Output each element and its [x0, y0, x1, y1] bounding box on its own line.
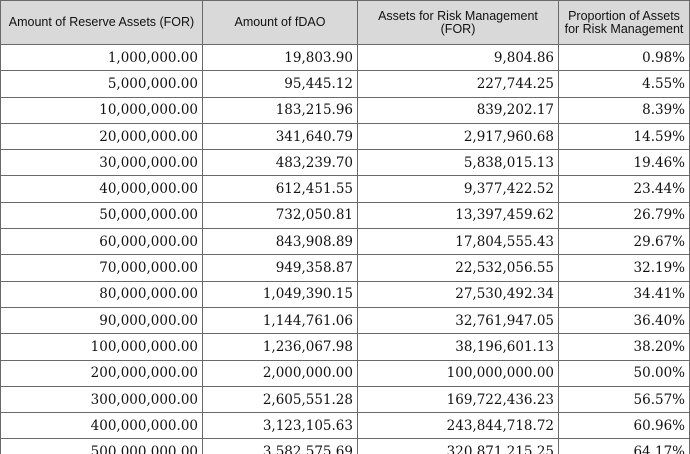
- cell-fdao-amount: 3,123,105.63: [202, 412, 358, 440]
- cell-risk-management-proportion: 64.17%: [558, 438, 690, 454]
- cell-risk-management-assets: 17,804,555.43: [357, 228, 559, 256]
- cell-risk-management-assets: 22,532,056.55: [357, 254, 559, 282]
- cell-reserve-assets: 90,000,000.00: [0, 306, 203, 335]
- table-row: 80,000,000.00 1,049,390.15 27,530,492.34 34…: [0, 280, 690, 308]
- cell-reserve-assets: 400,000,000.00: [0, 412, 203, 440]
- cell-reserve-assets: 50,000,000.00: [0, 201, 203, 230]
- cell-risk-management-assets: 243,844,718.72: [357, 412, 559, 440]
- cell-reserve-assets: 500,000,000.00: [0, 438, 203, 454]
- table-row: 500,000,000.00 3,582,575.69 320,871,215.25…: [0, 438, 690, 454]
- cell-reserve-assets: 40,000,000.00: [0, 175, 203, 203]
- cell-risk-management-assets: 320,871,215.25: [357, 438, 559, 454]
- cell-risk-management-assets: 9,804.86: [357, 43, 559, 72]
- cell-risk-management-assets: 9,377,422.52: [357, 175, 559, 203]
- cell-fdao-amount: 949,358.87: [202, 254, 358, 282]
- cell-fdao-amount: 1,144,761.06: [202, 306, 358, 335]
- cell-risk-management-proportion: 56.57%: [558, 385, 690, 414]
- cell-risk-management-proportion: 38.20%: [558, 333, 690, 361]
- cell-risk-management-assets: 27,530,492.34: [357, 280, 559, 308]
- table-row: 60,000,000.00 843,908.89 17,804,555.43 29.6…: [0, 228, 690, 256]
- cell-fdao-amount: 483,239.70: [202, 149, 358, 177]
- cell-risk-management-proportion: 50.00%: [558, 359, 690, 387]
- cell-risk-management-assets: 38,196,601.13: [357, 333, 559, 361]
- cell-fdao-amount: 1,236,067.98: [202, 333, 358, 361]
- table-row: 20,000,000.00 341,640.79 2,917,960.68 14.59…: [0, 122, 690, 151]
- cell-risk-management-assets: 169,722,436.23: [357, 385, 559, 414]
- cell-risk-management-assets: 100,000,000.00: [357, 359, 559, 387]
- cell-reserve-assets: 80,000,000.00: [0, 280, 203, 308]
- column-header-risk-management-assets: Assets for Risk Management (FOR): [357, 0, 559, 45]
- column-header-fdao-amount: Amount of fDAO: [202, 0, 358, 45]
- cell-risk-management-proportion: 60.96%: [558, 412, 690, 440]
- cell-risk-management-proportion: 23.44%: [558, 175, 690, 203]
- cell-risk-management-assets: 227,744.25: [357, 70, 559, 98]
- cell-risk-management-proportion: 8.39%: [558, 96, 690, 124]
- cell-risk-management-proportion: 0.98%: [558, 43, 690, 72]
- cell-fdao-amount: 843,908.89: [202, 228, 358, 256]
- table-row: 300,000,000.00 2,605,551.28 169,722,436.23…: [0, 385, 690, 414]
- table-row: 1,000,000.00 19,803.90 9,804.86 0.98%: [0, 43, 690, 72]
- table-row: 30,000,000.00 483,239.70 5,838,015.13 19.46…: [0, 149, 690, 177]
- table-row: 10,000,000.00 183,215.96 839,202.17 8.39%: [0, 96, 690, 124]
- cell-fdao-amount: 2,000,000.00: [202, 359, 358, 387]
- cell-risk-management-assets: 32,761,947.05: [357, 306, 559, 335]
- cell-reserve-assets: 10,000,000.00: [0, 96, 203, 124]
- table-body: 1,000,000.00 19,803.90 9,804.86 0.98% 5,000,…: [0, 43, 690, 454]
- cell-reserve-assets: 100,000,000.00: [0, 333, 203, 361]
- cell-reserve-assets: 30,000,000.00: [0, 149, 203, 177]
- table-row: 5,000,000.00 95,445.12 227,744.25 4.55%: [0, 70, 690, 98]
- table-header: Amount of Reserve Assets (FOR) Amount of…: [0, 0, 690, 45]
- cell-risk-management-proportion: 36.40%: [558, 306, 690, 335]
- column-header-reserve-assets: Amount of Reserve Assets (FOR): [0, 0, 203, 45]
- cell-fdao-amount: 612,451.55: [202, 175, 358, 203]
- cell-reserve-assets: 300,000,000.00: [0, 385, 203, 414]
- cell-risk-management-proportion: 4.55%: [558, 70, 690, 98]
- cell-risk-management-proportion: 32.19%: [558, 254, 690, 282]
- cell-risk-management-proportion: 19.46%: [558, 149, 690, 177]
- cell-risk-management-proportion: 26.79%: [558, 201, 690, 230]
- cell-fdao-amount: 1,049,390.15: [202, 280, 358, 308]
- cell-reserve-assets: 60,000,000.00: [0, 228, 203, 256]
- table-row: 400,000,000.00 3,123,105.63 243,844,718.72…: [0, 412, 690, 440]
- cell-fdao-amount: 732,050.81: [202, 201, 358, 230]
- cell-fdao-amount: 95,445.12: [202, 70, 358, 98]
- cell-fdao-amount: 2,605,551.28: [202, 385, 358, 414]
- table-row: 200,000,000.00 2,000,000.00 100,000,000.00…: [0, 359, 690, 387]
- table-row: 70,000,000.00 949,358.87 22,532,056.55 32.1…: [0, 254, 690, 282]
- table-row: 50,000,000.00 732,050.81 13,397,459.62 26.7…: [0, 201, 690, 230]
- cell-risk-management-assets: 5,838,015.13: [357, 149, 559, 177]
- cell-risk-management-proportion: 34.41%: [558, 280, 690, 308]
- table-row: 90,000,000.00 1,144,761.06 32,761,947.05 36…: [0, 306, 690, 335]
- table-row: 40,000,000.00 612,451.55 9,377,422.52 23.44…: [0, 175, 690, 203]
- column-header-risk-management-proportion: Proportion of Assets for Risk Management: [558, 0, 690, 45]
- cell-reserve-assets: 70,000,000.00: [0, 254, 203, 282]
- cell-risk-management-assets: 13,397,459.62: [357, 201, 559, 230]
- cell-risk-management-assets: 2,917,960.68: [357, 122, 559, 151]
- cell-reserve-assets: 200,000,000.00: [0, 359, 203, 387]
- table-row: 100,000,000.00 1,236,067.98 38,196,601.13 3…: [0, 333, 690, 361]
- cell-risk-management-proportion: 14.59%: [558, 122, 690, 151]
- cell-fdao-amount: 3,582,575.69: [202, 438, 358, 454]
- cell-reserve-assets: 20,000,000.00: [0, 122, 203, 151]
- cell-fdao-amount: 183,215.96: [202, 96, 358, 124]
- cell-risk-management-proportion: 29.67%: [558, 228, 690, 256]
- cell-risk-management-assets: 839,202.17: [357, 96, 559, 124]
- cell-reserve-assets: 5,000,000.00: [0, 70, 203, 98]
- cell-fdao-amount: 19,803.90: [202, 43, 358, 72]
- cell-reserve-assets: 1,000,000.00: [0, 43, 203, 72]
- cell-fdao-amount: 341,640.79: [202, 122, 358, 151]
- header-row: Amount of Reserve Assets (FOR) Amount of…: [0, 0, 690, 45]
